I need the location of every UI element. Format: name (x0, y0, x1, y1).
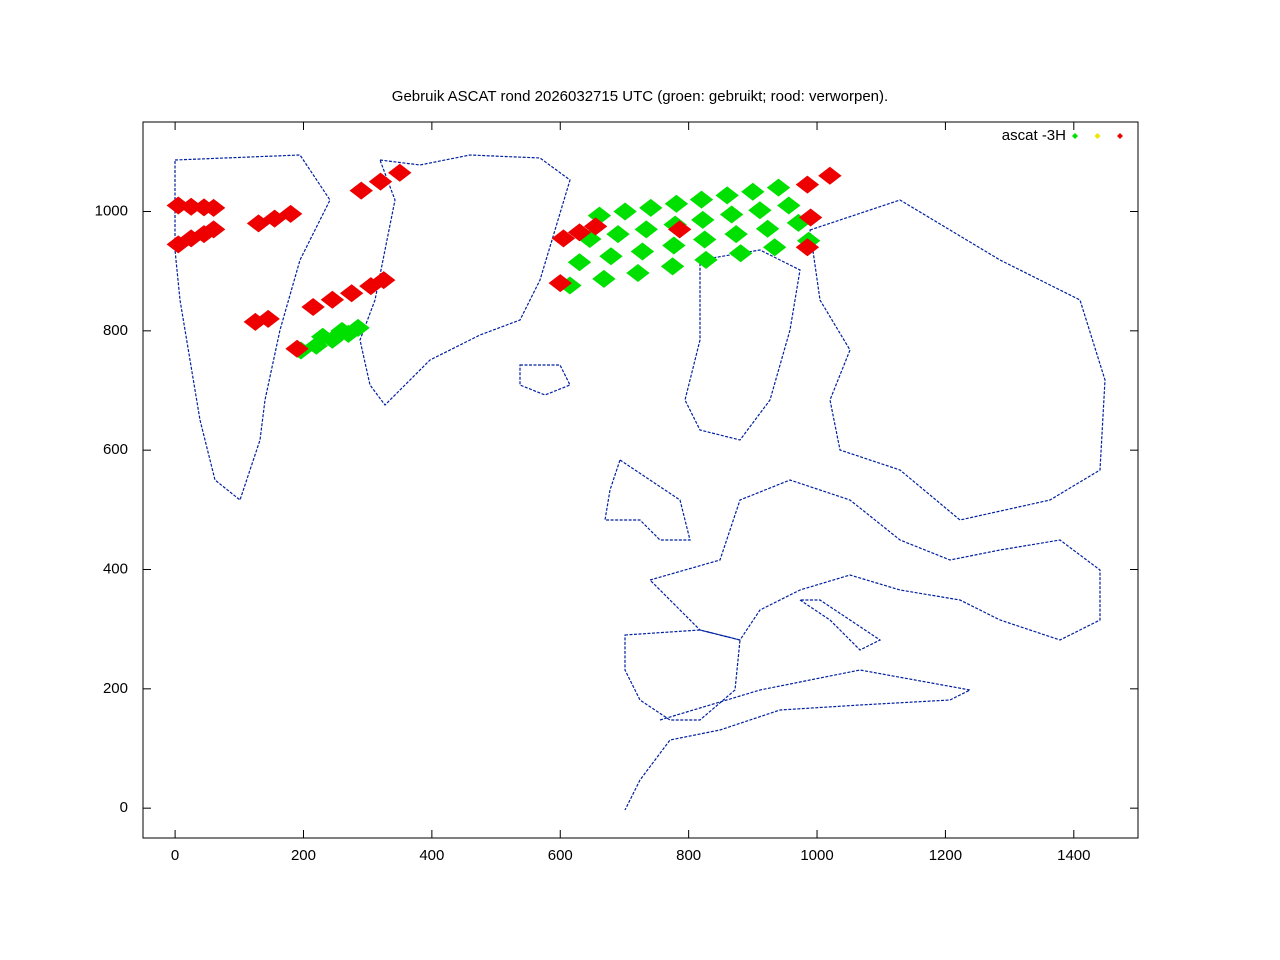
point (766, 178, 791, 197)
x-tick-label: 1200 (929, 847, 962, 864)
point (691, 210, 715, 229)
point (741, 182, 765, 201)
point (755, 219, 780, 238)
point (368, 172, 393, 191)
plot-frame (142, 121, 1139, 839)
point (639, 198, 663, 217)
point (692, 230, 717, 249)
legend-marker (1094, 133, 1101, 139)
point (613, 202, 637, 221)
y-tick-label: 400 (103, 560, 128, 577)
y-tick-label: 600 (103, 441, 128, 458)
x-tick-label: 0 (171, 847, 179, 864)
point (777, 196, 801, 215)
y-tick-label: 200 (103, 680, 128, 697)
point (339, 284, 364, 303)
point (664, 194, 689, 213)
x-tick-label: 800 (676, 847, 701, 864)
point (567, 223, 592, 242)
legend-label: ascat -3H (1002, 127, 1066, 144)
point (372, 271, 396, 290)
point (694, 250, 718, 269)
point (592, 269, 616, 288)
point (719, 205, 744, 224)
point (551, 229, 576, 248)
point (567, 253, 592, 272)
point (285, 339, 309, 358)
point (201, 198, 226, 217)
point (599, 247, 623, 266)
x-tick-label: 1400 (1057, 847, 1090, 864)
legend-marker (1117, 133, 1123, 139)
y-tick-label: 1000 (95, 202, 128, 219)
point (583, 217, 608, 236)
point (689, 190, 714, 209)
legend-marker (1072, 133, 1078, 139)
point (715, 186, 739, 205)
point (818, 166, 842, 185)
y-tick-label: 0 (120, 799, 128, 816)
point (795, 238, 820, 257)
point (278, 204, 303, 223)
point (724, 225, 748, 244)
y-tick-label: 800 (103, 322, 128, 339)
point (626, 263, 650, 282)
point (762, 238, 787, 257)
point (201, 220, 226, 239)
point (256, 309, 280, 328)
point (728, 244, 753, 263)
point (660, 257, 685, 276)
point (630, 242, 655, 261)
point (606, 225, 630, 244)
x-tick-label: 400 (419, 847, 444, 864)
point (634, 220, 658, 239)
point (301, 297, 325, 316)
x-tick-label: 200 (291, 847, 316, 864)
x-tick-label: 1000 (800, 847, 833, 864)
point (179, 197, 203, 216)
point (349, 181, 373, 200)
chart-title: Gebruik ASCAT rond 2026032715 UTC (groen… (392, 88, 888, 105)
x-tick-label: 600 (548, 847, 573, 864)
point (795, 175, 820, 194)
point (548, 274, 572, 293)
point (662, 236, 686, 255)
point (320, 290, 345, 309)
coastlines (174, 154, 1106, 811)
point (311, 327, 335, 346)
point (798, 208, 823, 227)
point (346, 318, 370, 337)
point (748, 201, 772, 220)
point (388, 163, 412, 182)
point (330, 321, 354, 340)
point (667, 220, 692, 239)
